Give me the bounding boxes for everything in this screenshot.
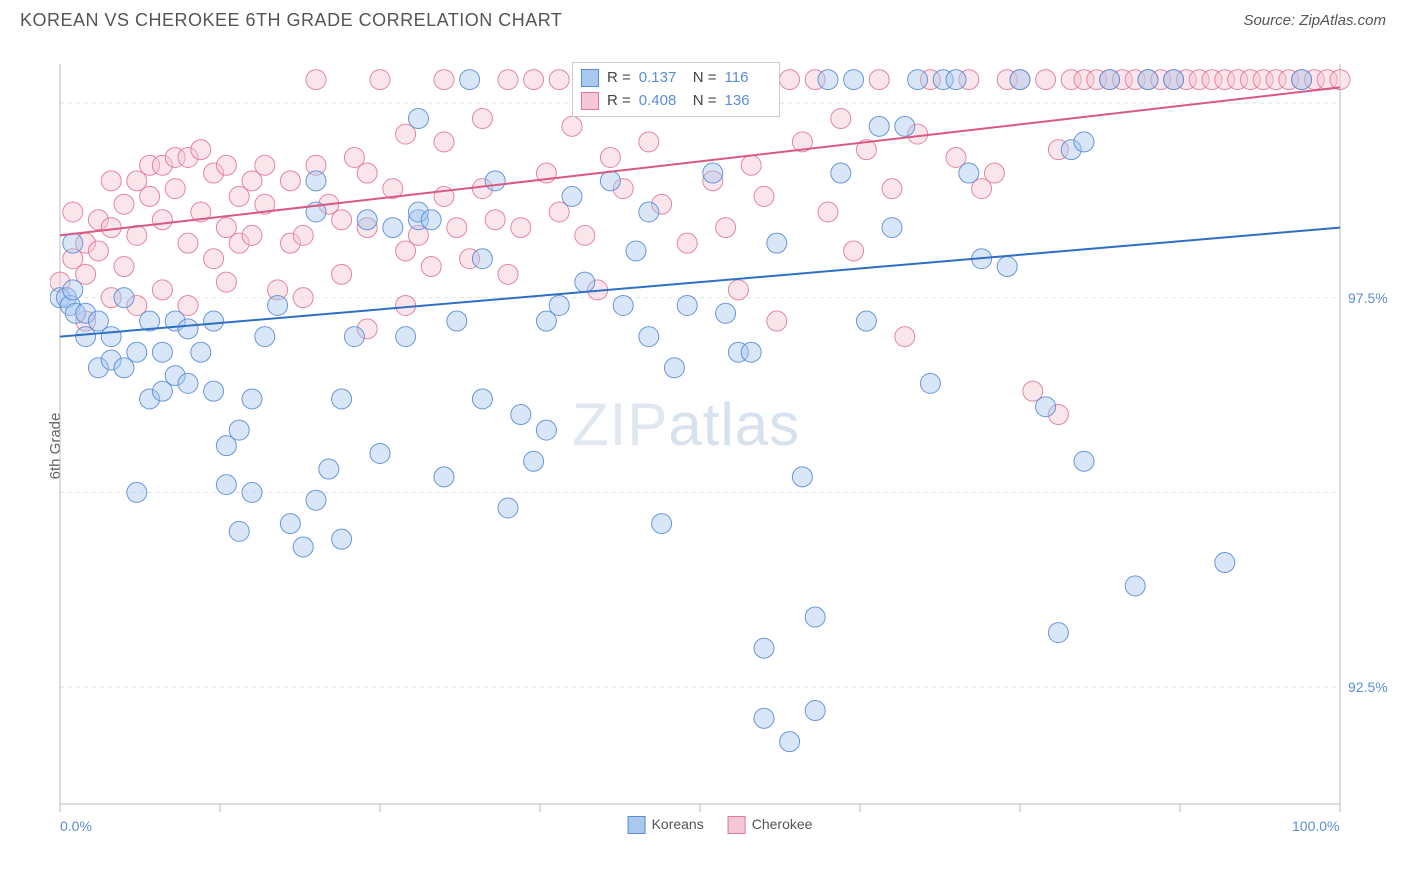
stat-row: R = 0.137 N = 116 — [581, 67, 771, 90]
stat-r-value: 0.408 — [639, 90, 685, 113]
y-tick-label: 97.5% — [1348, 290, 1388, 306]
correlation-stats-box: R = 0.137 N = 116 R = 0.408 N = 136 — [572, 62, 780, 117]
x-tick-label: 0.0% — [60, 818, 92, 834]
legend-swatch — [628, 816, 646, 834]
stat-r-label: R = — [607, 67, 631, 90]
legend-swatch — [728, 816, 746, 834]
stat-n-label: N = — [693, 67, 717, 90]
legend-label: Cherokee — [752, 816, 813, 832]
legend-item: Cherokee — [728, 816, 813, 834]
stat-swatch — [581, 69, 599, 87]
stat-n-value: 116 — [725, 67, 771, 90]
stat-swatch — [581, 92, 599, 110]
stat-n-label: N = — [693, 90, 717, 113]
chart-area: ZIPatlas R =0.137N =116R =0.408N =136 92… — [50, 44, 1390, 834]
chart-header: KOREAN VS CHEROKEE 6TH GRADE CORRELATION… — [0, 0, 1406, 37]
stat-n-value: 136 — [725, 90, 771, 113]
stat-row: R = 0.408 N = 136 — [581, 90, 771, 113]
stat-r-label: R = — [607, 90, 631, 113]
legend-item: Koreans — [628, 816, 704, 834]
stat-r-value: 0.137 — [639, 67, 685, 90]
x-tick-label: 100.0% — [1292, 818, 1339, 834]
chart-source: Source: ZipAtlas.com — [1243, 12, 1386, 29]
series-legend: Koreans Cherokee — [628, 816, 813, 834]
scatter-plot — [50, 44, 1390, 834]
legend-label: Koreans — [652, 816, 704, 832]
y-tick-label: 92.5% — [1348, 679, 1388, 695]
chart-title: KOREAN VS CHEROKEE 6TH GRADE CORRELATION… — [20, 10, 562, 31]
